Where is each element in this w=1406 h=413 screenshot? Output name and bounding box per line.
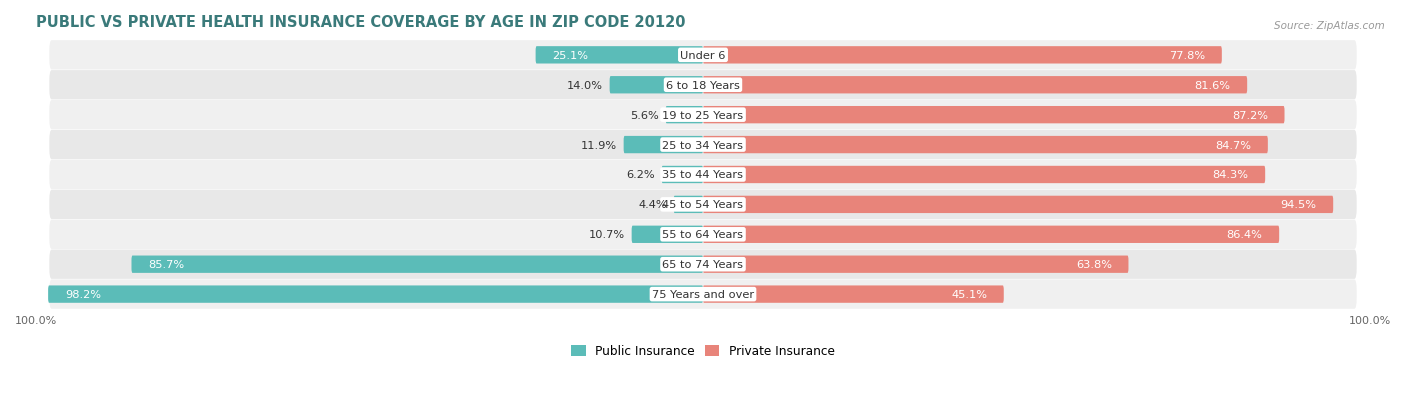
FancyBboxPatch shape (49, 280, 1357, 309)
Text: 25 to 34 Years: 25 to 34 Years (662, 140, 744, 150)
Text: 86.4%: 86.4% (1226, 230, 1263, 240)
Legend: Public Insurance, Private Insurance: Public Insurance, Private Insurance (567, 340, 839, 362)
Text: 63.8%: 63.8% (1076, 260, 1112, 270)
Text: Source: ZipAtlas.com: Source: ZipAtlas.com (1274, 21, 1385, 31)
Text: 55 to 64 Years: 55 to 64 Years (662, 230, 744, 240)
FancyBboxPatch shape (703, 107, 1285, 124)
FancyBboxPatch shape (536, 47, 703, 64)
FancyBboxPatch shape (703, 137, 1268, 154)
Text: 6 to 18 Years: 6 to 18 Years (666, 81, 740, 90)
FancyBboxPatch shape (49, 250, 1357, 279)
FancyBboxPatch shape (610, 77, 703, 94)
FancyBboxPatch shape (49, 101, 1357, 130)
Text: 65 to 74 Years: 65 to 74 Years (662, 260, 744, 270)
FancyBboxPatch shape (662, 166, 703, 184)
FancyBboxPatch shape (49, 160, 1357, 190)
Text: 45 to 54 Years: 45 to 54 Years (662, 200, 744, 210)
Text: 98.2%: 98.2% (65, 290, 101, 299)
Text: 87.2%: 87.2% (1232, 110, 1268, 120)
Text: 19 to 25 Years: 19 to 25 Years (662, 110, 744, 120)
Text: Under 6: Under 6 (681, 51, 725, 61)
FancyBboxPatch shape (49, 220, 1357, 249)
Text: 81.6%: 81.6% (1195, 81, 1230, 90)
Text: 4.4%: 4.4% (638, 200, 666, 210)
FancyBboxPatch shape (703, 77, 1247, 94)
FancyBboxPatch shape (631, 226, 703, 243)
Text: 11.9%: 11.9% (581, 140, 617, 150)
FancyBboxPatch shape (703, 256, 1129, 273)
FancyBboxPatch shape (49, 71, 1357, 100)
Text: 84.7%: 84.7% (1215, 140, 1251, 150)
FancyBboxPatch shape (673, 196, 703, 214)
FancyBboxPatch shape (49, 131, 1357, 160)
Text: 75 Years and over: 75 Years and over (652, 290, 754, 299)
Text: 10.7%: 10.7% (589, 230, 626, 240)
FancyBboxPatch shape (132, 256, 703, 273)
Text: 94.5%: 94.5% (1281, 200, 1316, 210)
Text: 5.6%: 5.6% (630, 110, 659, 120)
Text: 77.8%: 77.8% (1168, 51, 1205, 61)
Text: PUBLIC VS PRIVATE HEALTH INSURANCE COVERAGE BY AGE IN ZIP CODE 20120: PUBLIC VS PRIVATE HEALTH INSURANCE COVER… (37, 15, 686, 30)
FancyBboxPatch shape (49, 41, 1357, 70)
Text: 25.1%: 25.1% (553, 51, 588, 61)
FancyBboxPatch shape (703, 226, 1279, 243)
Text: 85.7%: 85.7% (148, 260, 184, 270)
FancyBboxPatch shape (665, 107, 703, 124)
Text: 6.2%: 6.2% (626, 170, 655, 180)
Text: 35 to 44 Years: 35 to 44 Years (662, 170, 744, 180)
FancyBboxPatch shape (49, 190, 1357, 220)
FancyBboxPatch shape (703, 196, 1333, 214)
FancyBboxPatch shape (703, 166, 1265, 184)
FancyBboxPatch shape (48, 286, 703, 303)
Text: 84.3%: 84.3% (1212, 170, 1249, 180)
FancyBboxPatch shape (703, 286, 1004, 303)
Text: 45.1%: 45.1% (950, 290, 987, 299)
FancyBboxPatch shape (703, 47, 1222, 64)
Text: 14.0%: 14.0% (567, 81, 603, 90)
FancyBboxPatch shape (624, 137, 703, 154)
